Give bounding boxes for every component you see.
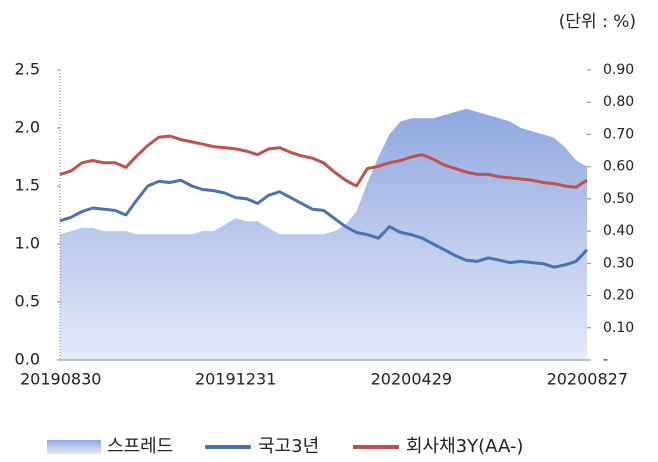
y2-tick-label: 0.80	[603, 94, 634, 110]
x-tick-label: 20200429	[371, 370, 452, 389]
y2-tick-label: 0.20	[603, 288, 634, 304]
y-tick-label: 1.0	[15, 234, 40, 253]
y-tick-label: 2.0	[15, 118, 40, 137]
unit-label: (단위 : %)	[559, 12, 636, 32]
y-tick-label: 1.5	[15, 176, 40, 195]
legend-swatch	[47, 440, 101, 454]
y2-tick-label: 0.40	[603, 223, 634, 239]
x-tick-label: 20190830	[20, 370, 101, 389]
y2-tick-label: 0.50	[603, 191, 634, 207]
y2-tick-label: 0.60	[603, 159, 634, 175]
y2-tick-label: 0.10	[603, 320, 634, 336]
x-tick-label: 20191231	[195, 370, 276, 389]
y-tick-label: 0.0	[15, 350, 40, 369]
x-tick-label: 20200827	[547, 370, 628, 389]
line	[59, 134, 588, 189]
line	[59, 178, 589, 269]
y-tick-label: 2.5	[15, 60, 40, 79]
y2-tick-label: 0.70	[603, 126, 634, 142]
legend-label: 국고3년	[258, 436, 319, 457]
area	[60, 108, 587, 360]
y2-tick-label: 0.90	[603, 62, 634, 78]
legend-label: 회사채3Y(AA-)	[406, 436, 523, 457]
y-tick-label: 0.5	[15, 292, 40, 311]
y2-tick-label: -	[603, 352, 608, 368]
y2-tick-label: 0.30	[603, 255, 634, 271]
legend-label: 스프레드	[107, 436, 173, 457]
